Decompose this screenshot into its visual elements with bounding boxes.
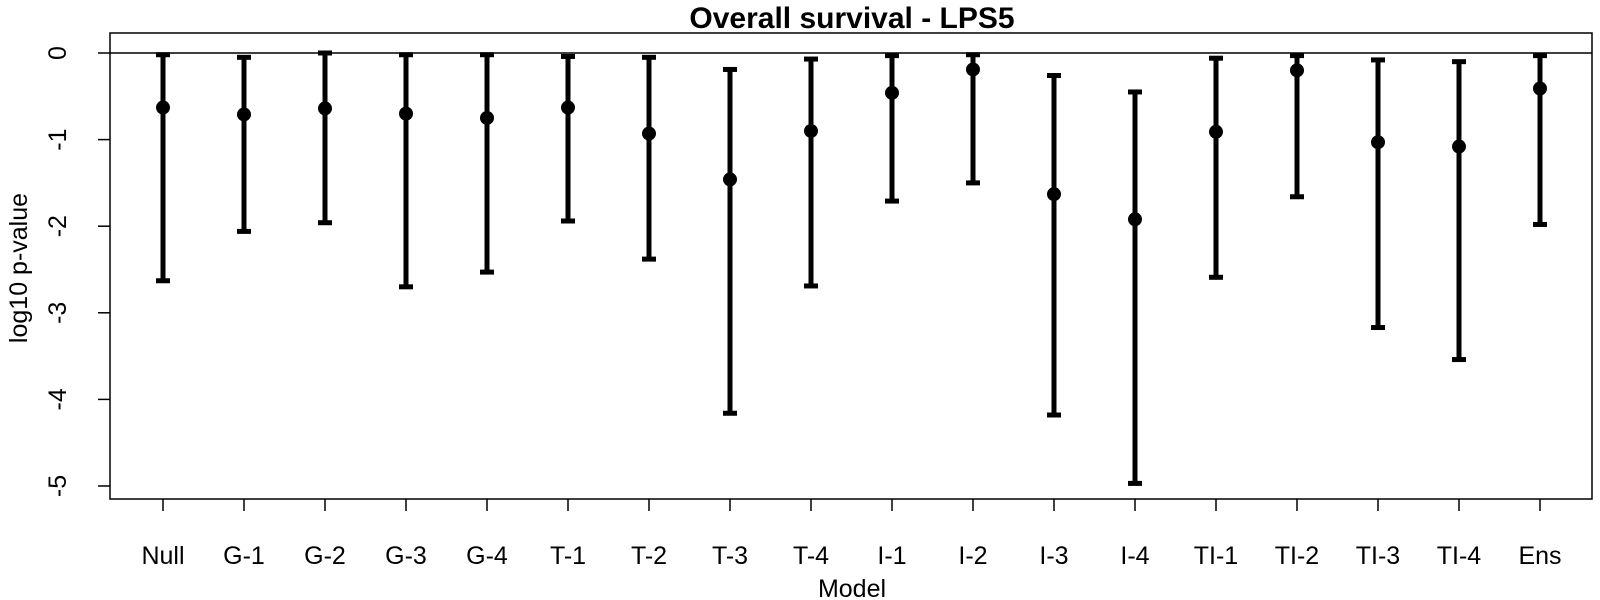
error-bar <box>1371 57 1385 331</box>
error-bar <box>642 54 656 262</box>
x-tick-label: I-4 <box>1120 542 1149 570</box>
error-bar <box>1128 89 1142 486</box>
x-tick-label: T-3 <box>712 542 748 570</box>
x-tick-label: G-4 <box>466 542 508 570</box>
error-bars <box>156 50 1547 486</box>
y-tick-label: -2 <box>44 215 72 237</box>
error-bar <box>156 52 170 284</box>
data-point <box>966 62 980 77</box>
error-bar <box>1452 59 1466 363</box>
x-tick-label: G-2 <box>304 542 346 570</box>
chart-title: Overall survival - LPS5 <box>689 2 1014 35</box>
x-tick-label: Null <box>141 542 184 570</box>
data-point <box>1533 81 1547 96</box>
y-tick-label: 0 <box>44 46 72 60</box>
error-bar <box>561 53 575 224</box>
x-tick-label: I-1 <box>877 542 906 570</box>
x-axis-label: Model <box>818 575 886 600</box>
data-point <box>1290 63 1304 78</box>
y-axis: 0 -1 -2 -3 -4 -5 <box>44 46 110 497</box>
x-tick-label: TI-1 <box>1194 542 1238 570</box>
error-bar <box>1047 73 1061 418</box>
data-point <box>885 85 899 100</box>
x-tick-label: TI-3 <box>1356 542 1400 570</box>
data-point <box>1452 139 1466 154</box>
x-tick-label: T-2 <box>631 542 667 570</box>
data-point <box>723 172 737 187</box>
x-tick-label: TI-4 <box>1437 542 1482 570</box>
x-tick-label: G-1 <box>223 542 265 570</box>
error-bar <box>480 52 494 275</box>
y-tick-label: -5 <box>44 475 72 497</box>
x-tick-label: Ens <box>1518 542 1561 570</box>
data-point <box>1209 124 1223 139</box>
y-tick-label: -1 <box>44 128 72 150</box>
data-point <box>318 101 332 116</box>
error-bar <box>1533 53 1547 227</box>
data-point <box>480 110 494 125</box>
data-point <box>561 100 575 115</box>
data-point <box>1128 212 1142 227</box>
x-tick-label: G-3 <box>385 542 427 570</box>
x-tick-label: T-1 <box>550 542 586 570</box>
x-tick-label: T-4 <box>793 542 829 570</box>
y-axis-label: log10 p-value <box>5 193 33 343</box>
error-bar <box>1209 55 1223 280</box>
points <box>156 62 1547 227</box>
data-point <box>399 106 413 121</box>
x-tick-label: I-3 <box>1039 542 1068 570</box>
data-point <box>237 107 251 122</box>
error-bar <box>318 50 332 226</box>
data-point <box>156 100 170 115</box>
x-tick-label: I-2 <box>958 542 987 570</box>
error-bar <box>1290 53 1304 200</box>
y-tick-label: -3 <box>44 302 72 324</box>
data-point <box>804 123 818 138</box>
x-tick-label: TI-2 <box>1275 542 1319 570</box>
x-axis: Null G-1 G-2 G-3 G-4 T-1 T-2 T-3 T-4 I-1 I-2 I-3 I-4… <box>141 499 1562 570</box>
data-point <box>1371 135 1385 150</box>
error-bar <box>885 53 899 204</box>
error-bar <box>723 66 737 416</box>
data-point <box>642 126 656 141</box>
data-point <box>1047 187 1061 202</box>
error-bar <box>804 56 818 289</box>
error-bar <box>237 54 251 234</box>
y-tick-label: -4 <box>44 388 72 410</box>
error-bar <box>399 52 413 290</box>
plot-frame <box>109 32 1593 500</box>
